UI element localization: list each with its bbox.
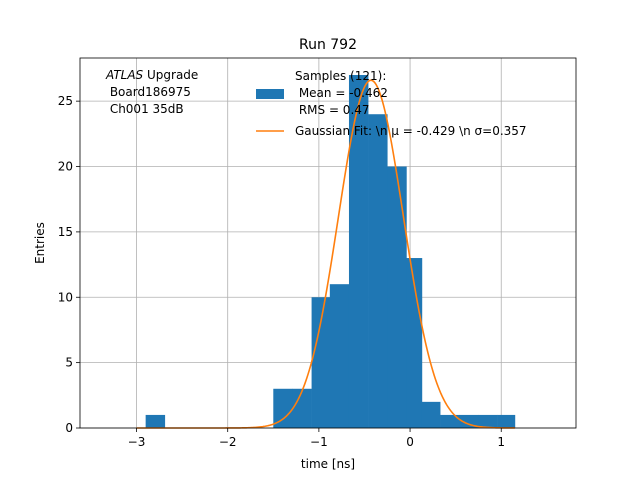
x-tick-label-0: −3 <box>128 435 146 449</box>
x-tick-label-3: 0 <box>406 435 414 449</box>
legend: Samples (121): Mean = -0.462 RMS = 0.47 … <box>256 69 527 138</box>
legend-patch-samples <box>256 89 284 99</box>
y-tick-label-0: 0 <box>65 421 73 435</box>
y-tick-label-3: 15 <box>58 225 73 239</box>
legend-samples-line-1: Samples (121): <box>295 69 386 83</box>
y-tick-label-4: 20 <box>58 160 73 174</box>
annotation-rest: Upgrade <box>143 68 198 82</box>
histogram-bar-12 <box>368 114 388 428</box>
y-tick-label-2: 10 <box>58 290 73 304</box>
histogram-bar-18 <box>478 414 498 428</box>
annotation-line-2: Board186975 <box>106 85 191 99</box>
legend-fit-label: Gaussian Fit: \n μ = -0.429 \n σ=0.357 <box>295 124 527 138</box>
x-axis-ticks: −3 −2 −1 0 1 <box>128 428 505 449</box>
x-tick-label-4: 1 <box>497 435 505 449</box>
annotation-line-3: Ch001 35dB <box>106 102 184 116</box>
x-axis-label: time [ns] <box>301 457 355 471</box>
chart-title: Run 792 <box>299 37 357 53</box>
histogram-bars <box>145 74 516 429</box>
y-tick-label-5: 25 <box>58 94 73 108</box>
histogram-bar-17 <box>459 414 479 428</box>
histogram-bar-11 <box>348 74 369 429</box>
x-tick-label-2: −1 <box>310 435 328 449</box>
plot-frame <box>79 57 577 429</box>
histogram-bar-16 <box>440 414 460 428</box>
histogram-bar-15 <box>421 401 441 428</box>
histogram-bar-7 <box>273 388 293 428</box>
x-tick-label-1: −2 <box>219 435 237 449</box>
y-tick-label-1: 5 <box>65 356 73 370</box>
histogram-bar-8 <box>292 388 312 428</box>
legend-samples-line-2: Mean = -0.462 <box>295 86 388 100</box>
y-axis-label: Entries <box>33 222 47 264</box>
y-axis-ticks: 0 5 10 15 20 25 <box>58 94 80 435</box>
annotation-line-1: ATLAS Upgrade <box>105 68 198 82</box>
histogram-bar-14 <box>406 258 423 428</box>
histogram-bar-19 <box>497 414 516 428</box>
histogram-bar-13 <box>387 166 407 428</box>
legend-samples-line-3: RMS = 0.47 <box>295 103 370 117</box>
histogram-bar-0 <box>145 414 166 428</box>
histogram-bar-9 <box>311 297 331 428</box>
atlas-annotation: ATLAS Upgrade Board186975 Ch001 35dB <box>105 68 198 116</box>
histogram-bar-10 <box>329 284 350 428</box>
annotation-italic: ATLAS <box>105 68 144 82</box>
